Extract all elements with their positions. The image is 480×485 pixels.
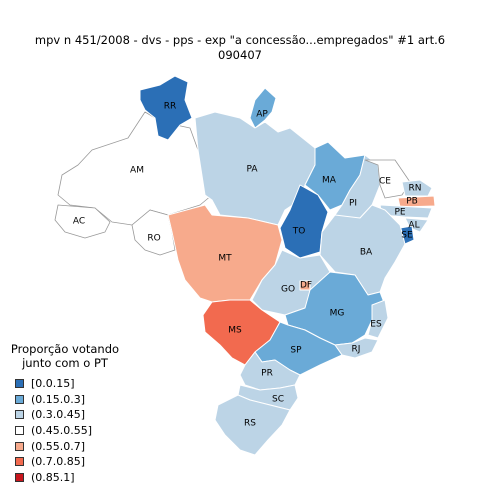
legend-title-line1: Proporção votando bbox=[10, 342, 120, 356]
legend-swatch bbox=[15, 379, 24, 389]
label-MG: MG bbox=[330, 309, 345, 319]
legend-item: [0.0.15] bbox=[15, 376, 92, 392]
label-AM: AM bbox=[130, 166, 144, 176]
legend-swatch bbox=[15, 472, 24, 482]
legend-item: (0.15.0.3] bbox=[15, 392, 92, 408]
label-ES: ES bbox=[370, 320, 382, 330]
map-subtitle: 090407 bbox=[218, 48, 262, 62]
state-RJ bbox=[334, 337, 379, 359]
legend-item: (0.45.0.55] bbox=[15, 423, 92, 439]
state-ES bbox=[367, 299, 389, 339]
legend-item: (0.3.0.45] bbox=[15, 407, 92, 423]
legend-label: [0.0.15] bbox=[31, 377, 75, 391]
legend: [0.0.15] (0.15.0.3] (0.3.0.45] (0.45.0.5… bbox=[15, 376, 92, 485]
label-RN: RN bbox=[409, 184, 422, 194]
state-PR bbox=[239, 351, 301, 391]
legend-label: (0.15.0.3] bbox=[31, 392, 86, 406]
label-RO: RO bbox=[147, 234, 160, 244]
label-RS: RS bbox=[244, 419, 256, 429]
state-RN bbox=[401, 179, 433, 197]
label-SC: SC bbox=[272, 395, 284, 405]
label-DF: DF bbox=[300, 281, 312, 291]
label-AP: AP bbox=[256, 110, 268, 120]
state-AL bbox=[404, 217, 429, 233]
label-GO: GO bbox=[281, 285, 295, 295]
label-TO: TO bbox=[292, 227, 306, 237]
label-AL: AL bbox=[408, 221, 419, 231]
state-RS bbox=[214, 394, 291, 456]
label-PI: PI bbox=[349, 199, 357, 209]
label-SE: SE bbox=[401, 231, 413, 241]
label-SP: SP bbox=[290, 346, 302, 356]
state-MG bbox=[284, 271, 386, 346]
label-BA: BA bbox=[360, 248, 373, 258]
label-RJ: RJ bbox=[352, 345, 361, 355]
label-PR: PR bbox=[261, 369, 273, 379]
label-RR: RR bbox=[164, 102, 177, 112]
map-title: mpv n 451/2008 - dvs - pps - exp "a conc… bbox=[34, 33, 446, 47]
legend-title-line2: junto com o PT bbox=[22, 356, 108, 370]
legend-swatch bbox=[15, 441, 24, 451]
legend-swatch bbox=[15, 457, 24, 467]
legend-label: (0.7.0.85] bbox=[31, 455, 86, 469]
legend-label: (0.3.0.45] bbox=[31, 408, 86, 422]
legend-swatch bbox=[15, 426, 24, 436]
legend-label: (0.85.1] bbox=[31, 470, 75, 484]
legend-item: (0.7.0.85] bbox=[15, 454, 92, 470]
legend-label: (0.55.0.7] bbox=[31, 439, 86, 453]
label-MA: MA bbox=[322, 176, 337, 186]
label-CE: CE bbox=[379, 177, 391, 187]
state-AC bbox=[54, 204, 111, 239]
state-CE bbox=[364, 159, 411, 199]
label-MT: MT bbox=[218, 254, 232, 264]
label-MS: MS bbox=[228, 326, 242, 336]
state-RR bbox=[139, 75, 193, 141]
legend-label: (0.45.0.55] bbox=[31, 424, 93, 438]
label-PB: PB bbox=[406, 197, 418, 207]
legend-swatch bbox=[15, 410, 24, 420]
label-AC: AC bbox=[73, 217, 85, 227]
legend-item: (0.85.1] bbox=[15, 470, 92, 485]
state-PB bbox=[397, 195, 436, 208]
state-MT bbox=[167, 204, 283, 303]
state-TO bbox=[279, 184, 329, 259]
state-labels: RR AP AM PA MA CE RN PB PE AL SE PI AC R… bbox=[73, 102, 422, 429]
label-PA: PA bbox=[246, 165, 258, 175]
state-AP bbox=[249, 87, 277, 129]
state-RO bbox=[131, 209, 176, 256]
legend-item: (0.55.0.7] bbox=[15, 438, 92, 454]
legend-swatch bbox=[15, 394, 24, 404]
label-PE: PE bbox=[394, 208, 405, 218]
